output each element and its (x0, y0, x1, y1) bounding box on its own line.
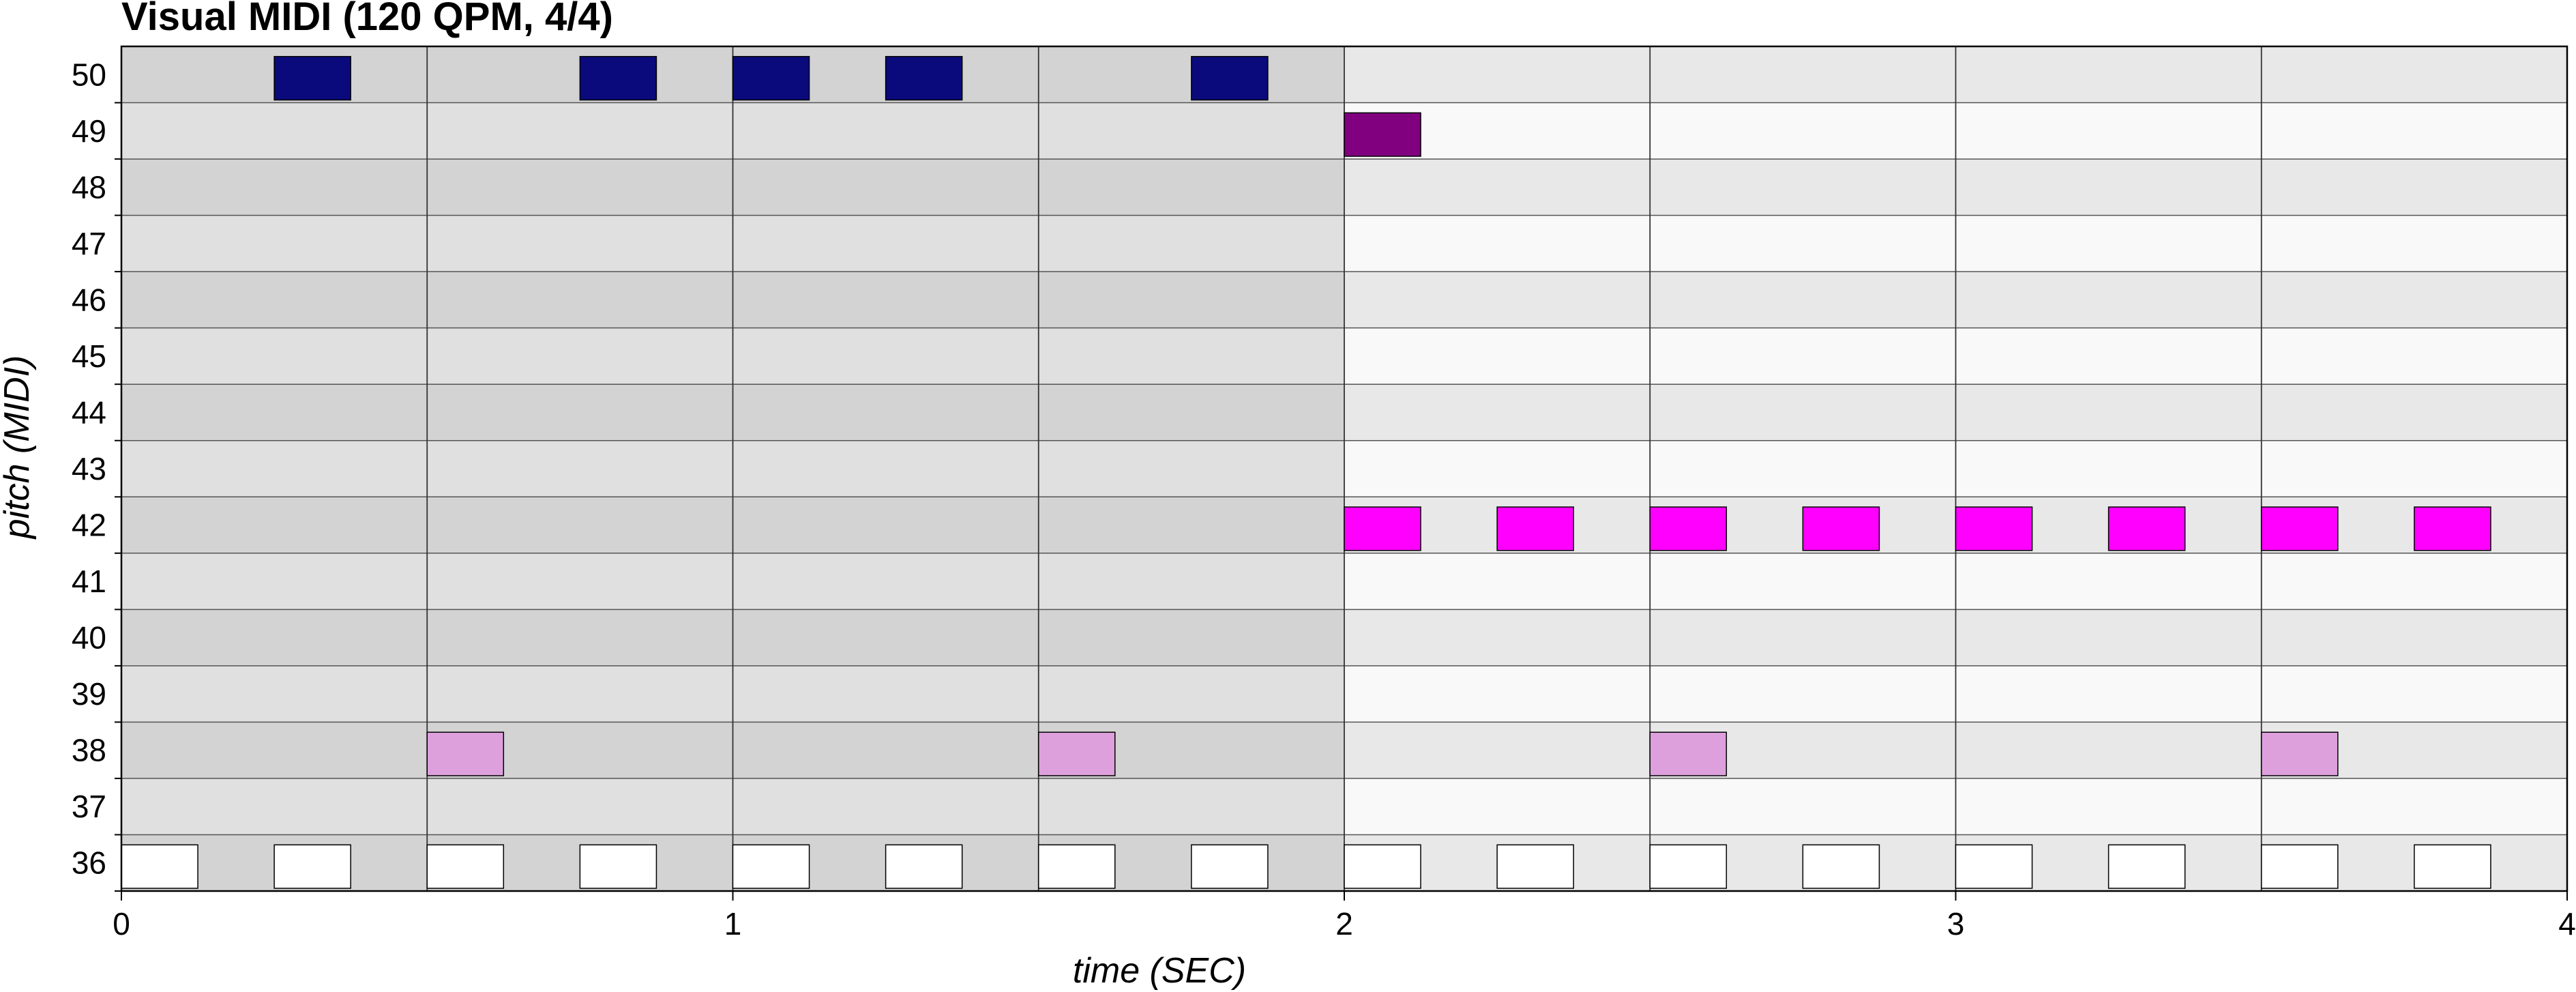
note-block (2107, 844, 2186, 889)
note-block (1496, 844, 1574, 889)
y-tick-label: 38 (72, 733, 106, 768)
note-block (1496, 506, 1574, 551)
note-block (426, 731, 505, 776)
note-block (2261, 506, 2339, 551)
note-block (2414, 506, 2491, 551)
note-block (2107, 506, 2186, 551)
note-block (1802, 844, 1880, 889)
y-axis-ticks: 50 49 48 47 46 45 44 43 42 41 40 39 38 37 36 (72, 57, 121, 892)
y-tick-label: 49 (72, 113, 106, 149)
note-block (579, 56, 657, 101)
chart-title: Visual MIDI (120 QPM, 4/4) (121, 0, 613, 39)
y-tick-label: 48 (72, 169, 106, 205)
x-tick-label: 4 (2558, 906, 2576, 942)
y-tick-label: 43 (72, 451, 106, 486)
y-tick-label: 39 (72, 676, 106, 712)
note-block (1649, 844, 1728, 889)
note-block (1955, 506, 2033, 551)
note-block (1344, 506, 1421, 551)
note-block (1191, 56, 1269, 101)
y-tick-label: 45 (72, 338, 106, 374)
note-block (1649, 731, 1728, 776)
note-block (2261, 731, 2339, 776)
note-block (2414, 844, 2491, 889)
note-block (426, 844, 505, 889)
note-block (1344, 112, 1421, 157)
note-block (273, 56, 351, 101)
note-block (1038, 844, 1116, 889)
y-tick-label: 37 (72, 789, 106, 824)
y-tick-label: 41 (72, 564, 106, 599)
y-tick-label: 36 (72, 845, 106, 881)
note-block (2261, 844, 2339, 889)
y-tick-label: 44 (72, 394, 106, 430)
note-block (885, 56, 963, 101)
x-tick-label: 0 (113, 906, 130, 942)
y-tick-label: 46 (72, 282, 106, 317)
x-axis-ticks: 0 1 2 3 4 (113, 891, 2576, 942)
note-block (732, 56, 810, 101)
note-block (1191, 844, 1269, 889)
note-block (1955, 844, 2033, 889)
x-tick-label: 3 (1947, 906, 1965, 942)
y-tick-label: 47 (72, 226, 106, 261)
y-axis-label: pitch (MIDI) (0, 355, 37, 540)
note-block (885, 844, 963, 889)
note-block (273, 844, 351, 889)
y-tick-label: 40 (72, 620, 106, 656)
y-tick-label: 50 (72, 57, 106, 92)
note-block (579, 844, 657, 889)
x-axis-label: time (SEC) (1073, 951, 1246, 991)
note-block (121, 844, 198, 889)
note-block (732, 844, 810, 889)
note-blocks (121, 56, 2491, 889)
note-block (1344, 844, 1421, 889)
note-block (1649, 506, 1728, 551)
y-tick-label: 42 (72, 508, 106, 543)
note-block (1802, 506, 1880, 551)
note-block (1038, 731, 1116, 776)
x-tick-label: 2 (1335, 906, 1353, 942)
x-tick-label: 1 (724, 906, 742, 942)
